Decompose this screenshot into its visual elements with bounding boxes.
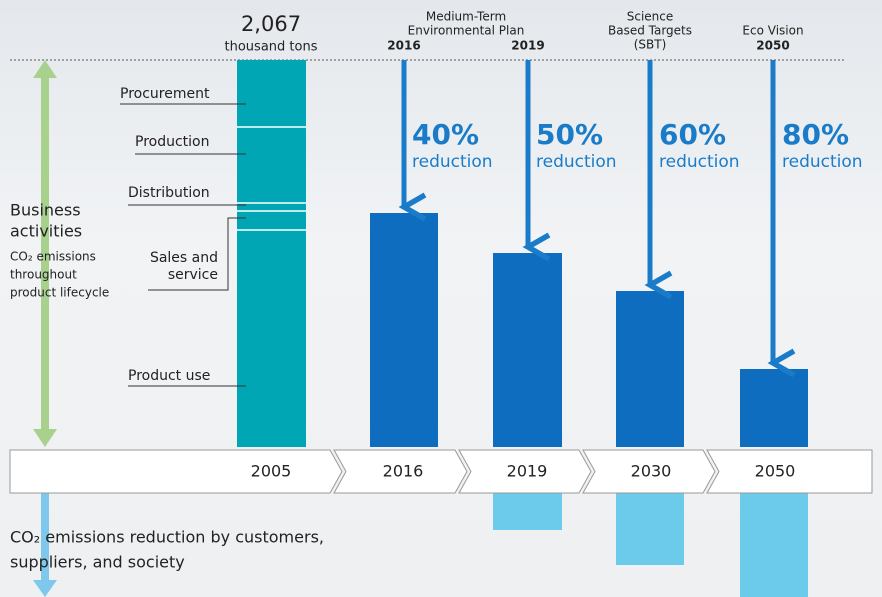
reduction-label: reduction <box>412 152 493 172</box>
bar-2005 <box>237 60 306 447</box>
left-title: activities <box>10 222 82 241</box>
segment-label: Procurement <box>120 86 210 102</box>
eco-title: Eco Vision <box>742 24 803 38</box>
left-title: Business <box>10 201 81 220</box>
timeline-year: 2016 <box>383 462 424 481</box>
sbt-title: Science <box>627 10 674 24</box>
reduction-arrows <box>398 60 796 378</box>
sbt-title: Based Targets <box>608 24 692 38</box>
bottom-label: CO₂ emissions reduction by customers, <box>10 528 324 547</box>
left-sub: CO₂ emissions <box>10 250 96 264</box>
timeline-year: 2019 <box>507 462 548 481</box>
reduction-label: reduction <box>782 152 863 172</box>
reduction-percent: 50% <box>536 118 603 151</box>
reduction-label: reduction <box>659 152 740 172</box>
bar-2030 <box>616 291 684 447</box>
bar-2019 <box>493 253 562 447</box>
segment-label: Product use <box>128 368 210 384</box>
eco-year: 2050 <box>756 39 789 53</box>
plan-year: 2019 <box>511 39 544 53</box>
segment-label: Distribution <box>128 185 210 201</box>
left-sub: product lifecycle <box>10 286 109 300</box>
society-bar <box>740 493 808 597</box>
timeline-year: 2050 <box>755 462 796 481</box>
segment-leaders <box>120 103 246 387</box>
plan-year: 2016 <box>387 39 420 53</box>
segment-label: service <box>168 267 218 283</box>
plan-title: Environmental Plan <box>408 24 525 38</box>
lifecycle-arrow <box>33 60 57 447</box>
timeline-year: 2005 <box>251 462 292 481</box>
sbt-title: (SBT) <box>634 38 667 52</box>
total-unit: thousand tons <box>225 40 318 55</box>
reduction-percent: 40% <box>412 118 479 151</box>
timeline <box>9 449 873 494</box>
society-bar <box>616 493 684 565</box>
plan-title: Medium-Term <box>426 10 506 24</box>
left-sub: throughout <box>10 268 77 282</box>
segment-label: Production <box>135 134 209 150</box>
total-value: 2,067 <box>241 12 301 36</box>
reduction-label: reduction <box>536 152 617 172</box>
segment-label: Sales and <box>150 250 218 266</box>
timeline-year: 2030 <box>631 462 672 481</box>
bottom-label: suppliers, and society <box>10 553 185 572</box>
reduction-percent: 60% <box>659 118 726 151</box>
bar-2050 <box>740 369 808 447</box>
reduction-percent: 80% <box>782 118 849 151</box>
bar-2016 <box>370 213 438 447</box>
society-bar <box>493 493 562 530</box>
